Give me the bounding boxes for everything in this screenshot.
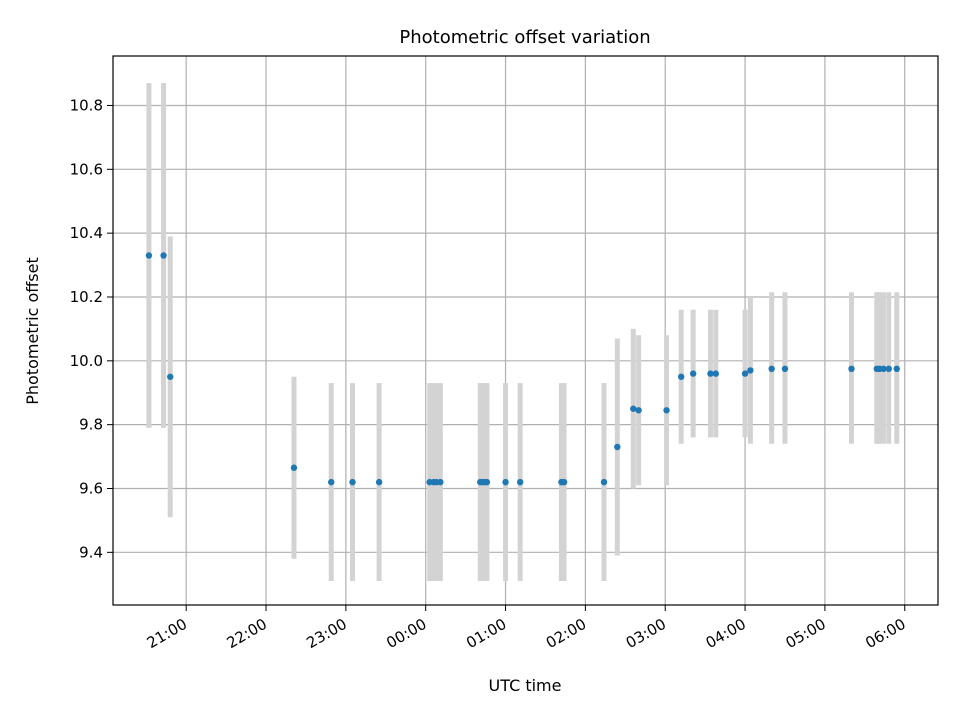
- y-axis: 9.4 9.6 9.8 10.0 10.2 10.4 10.6 10.8: [70, 96, 113, 561]
- data-point: [741, 370, 749, 377]
- y-tick-label: 10.8: [70, 96, 103, 114]
- plot-frame: [112, 55, 939, 606]
- data-point: [375, 478, 383, 486]
- y-tick-label: 10.4: [70, 224, 103, 242]
- data-point: [600, 478, 608, 486]
- data-point: [483, 478, 491, 486]
- data-point: [880, 365, 887, 373]
- x-axis-title: UTC time: [489, 676, 562, 695]
- data-point: [635, 407, 642, 414]
- data-point: [349, 478, 356, 486]
- data-point: [677, 373, 685, 380]
- y-tick-label: 10.6: [70, 160, 103, 178]
- data-point: [502, 478, 509, 486]
- data-point: [893, 365, 900, 373]
- data-point: [516, 478, 524, 486]
- data-point: [781, 365, 789, 373]
- grid: [113, 56, 938, 605]
- data-point: [560, 478, 568, 486]
- data-point: [885, 365, 892, 373]
- y-tick-label: 10.2: [70, 288, 103, 306]
- y-tick-label: 10.0: [70, 352, 103, 370]
- data-point: [848, 365, 855, 373]
- data-point: [630, 405, 637, 412]
- data-point: [747, 367, 754, 374]
- data-point: [614, 443, 621, 451]
- data-point: [689, 370, 697, 377]
- data-point: [290, 464, 298, 471]
- data-point: [160, 252, 167, 259]
- data-point: [437, 478, 444, 486]
- data-point: [145, 252, 153, 259]
- y-tick-label: 9.6: [79, 479, 103, 497]
- data-point: [328, 478, 335, 486]
- data-points: [145, 252, 900, 486]
- data-point: [712, 370, 719, 377]
- chart-title: Photometric offset variation: [399, 27, 650, 48]
- y-axis-title: Photometric offset: [23, 257, 42, 405]
- data-point: [768, 365, 775, 373]
- data-point: [167, 373, 174, 380]
- y-tick-label: 9.4: [79, 543, 103, 561]
- data-point: [663, 407, 670, 414]
- data-point: [707, 370, 714, 377]
- y-tick-label: 9.8: [79, 416, 103, 434]
